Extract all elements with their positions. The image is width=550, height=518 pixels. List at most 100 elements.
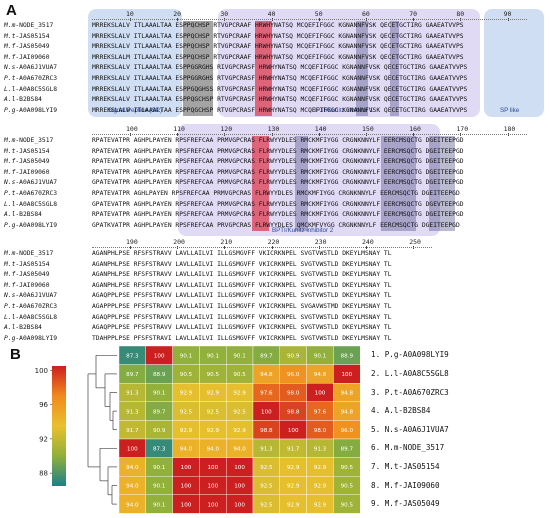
- sequence-id: -A0A098LYI9: [15, 221, 58, 229]
- heatmap-row-label: 5. N.s-A0A6J1VUA7: [371, 424, 449, 434]
- heatmap-cell-value: 94.8: [260, 372, 273, 378]
- heatmap-cell-value: 100: [127, 447, 138, 453]
- sequence-residues: RPATEVATPR AGHPLPAYEN RPSFREFCAA PRMVGPC…: [92, 147, 464, 155]
- legend-tick-label: 96: [39, 401, 48, 409]
- sequence-name: M.f-JAS05049: [4, 158, 50, 165]
- heatmap-cell-value: 92.9: [287, 502, 300, 508]
- ruler-tick-label: 220: [267, 238, 280, 246]
- ruler-tick-label: 20: [173, 10, 182, 18]
- sequence-name: A.l-B2BS84: [4, 96, 42, 103]
- heatmap-row-label: 6. M.m-NODE_3517: [371, 443, 445, 453]
- sequence-id: -JAI09060: [15, 53, 50, 61]
- species-abbrev: M.f: [4, 43, 16, 51]
- ruler-dots: [92, 247, 433, 249]
- heatmap-cell-value: 90.9: [153, 428, 166, 434]
- sequence-name: M.f-JAS05049: [4, 43, 50, 50]
- heatmap-cell-value: 94.0: [233, 447, 246, 453]
- sequence-residues: AGANPHLPSE RFSFSTRAVV LAVLLAILVI ILLGSMG…: [92, 281, 392, 289]
- ruler-tick-label: 70: [409, 10, 418, 18]
- bpti-kunitz-2-region: [178, 124, 440, 236]
- sequence-residues: AGAPPPLPSE PFSFSTRAVV LAVLLAILVI ILLGSMG…: [92, 303, 392, 310]
- heatmap-cell-value: 98.8: [260, 428, 273, 434]
- species-abbrev: P.t: [4, 190, 16, 197]
- species-abbrev: P.t: [4, 75, 16, 82]
- heatmap-row-label: 4. A.l-B2BS84: [371, 406, 431, 416]
- sequence-residues: RPATEVATPR AGHPLPAYEN RPSFREFCAA PRMVGPC…: [92, 137, 464, 144]
- sequence-residues: AGANPHLPSE RFSFSTRAVV LAVLLAILVI ILLGSMG…: [92, 260, 392, 268]
- species-abbrev: M.t: [4, 260, 16, 268]
- heatmap-cell-value: 90.5: [341, 465, 354, 471]
- heatmap-cell-value: 92.9: [314, 465, 327, 471]
- ruler-tick-label: 170: [456, 125, 469, 133]
- ruler-tick-label: 120: [220, 125, 233, 133]
- sequence-residues: AGAQPPLPSE PFSFSTRAVV LAVLLAILVI ILLGSMG…: [92, 292, 392, 300]
- heatmap-cell-value: 91.3: [126, 409, 139, 415]
- legend-tick-label: 88: [39, 470, 48, 478]
- sequence-name: P.g-A0A098LYI9: [4, 222, 57, 229]
- ruler-tick-label: 250: [409, 238, 421, 246]
- species-abbrev: M.t: [4, 32, 16, 40]
- heatmap-cell-value: 97.6: [314, 409, 327, 415]
- sequence-name: M.t-JAS05154: [4, 33, 50, 40]
- heatmap-cell-value: 92.9: [207, 428, 220, 434]
- heatmap-cell-value: 90.1: [207, 354, 220, 360]
- sequence-id: -NODE_3517: [15, 137, 54, 144]
- ruler-tick-label: 230: [314, 238, 327, 246]
- heatmap-cell-value: 90.1: [314, 354, 327, 360]
- bpti-kunitz-1-label: BPTI/Kunitz inhibitor 1: [312, 107, 374, 114]
- heatmap-cell-value: 90.9: [287, 354, 300, 360]
- species-abbrev: P.g: [4, 334, 16, 342]
- sequence-name: L.l-A0A8C5SGL8: [4, 314, 57, 321]
- species-abbrev: N.s: [4, 179, 16, 187]
- sequence-name: A.l-B2BS84: [4, 211, 42, 218]
- heatmap-cell-value: 92.9: [287, 484, 300, 490]
- sequence-id: -A0A8C5SGL8: [15, 313, 58, 321]
- ruler-tick-label: 190: [126, 238, 138, 246]
- heatmap-cell-value: 94.0: [180, 447, 193, 453]
- sequence-name: M.t-JAS05154: [4, 261, 50, 268]
- sequence-id: -JAS05154: [15, 147, 50, 155]
- heatmap-cell-value: 90.5: [341, 484, 354, 490]
- sequence-id: -A0A670ZRC3: [15, 303, 58, 310]
- heatmap-cell-value: 87.3: [126, 354, 139, 360]
- signal-peptide-region: [88, 9, 182, 117]
- heatmap-cell-value: 94.8: [314, 372, 327, 378]
- species-abbrev: M.m: [4, 137, 16, 144]
- species-abbrev: M.f: [4, 281, 16, 289]
- sequence-id: -A0A6J1VUA7: [15, 292, 58, 300]
- motif-box: [355, 21, 369, 117]
- heatmap-cell-value: 90.1: [153, 465, 166, 471]
- identity-heatmap: 100 96 92 88 87.3 100 90.1 90.1 90.1 89.7 90.9 90.1…: [35, 345, 361, 518]
- sequence-residues: MRREKSLALV ITLAAALTAA ESPPQCHSP RTVGPCRA…: [92, 43, 464, 51]
- sequence-residues: AGAQPPLPSE PFSFSTRAVV LAVLLAILVI ILLGSMG…: [92, 324, 392, 332]
- sequence-residues: GPATEVATPR AGHPLPAYEN RPSFREFCAA PRMVGPC…: [92, 179, 464, 187]
- heatmap-cell-value: 100: [288, 428, 299, 434]
- heatmap-cell-value: 100: [234, 484, 245, 490]
- heatmap-cell-value: 92.5: [260, 502, 273, 508]
- legend-colorbar: [52, 366, 66, 486]
- heatmap-cell-value: 92.9: [314, 484, 327, 490]
- species-abbrev: M.f: [4, 271, 16, 279]
- heatmap-cell-value: 90.5: [180, 372, 193, 378]
- ruler-tick-label: 100: [126, 125, 138, 133]
- species-abbrev: L.l: [4, 313, 16, 321]
- heatmap-row-label: 7. M.t-JAS05154: [371, 461, 440, 471]
- ruler-tick-label: 140: [314, 125, 327, 133]
- species-abbrev: M.f: [4, 53, 16, 61]
- species-abbrev: M.f: [4, 158, 16, 166]
- heatmap-cell-value: 98.0: [314, 428, 327, 434]
- heatmap-cell-value: 96.0: [341, 428, 354, 434]
- heatmap-cell-value: 90.5: [233, 372, 246, 378]
- heatmap-cell-value: 98.8: [287, 409, 300, 415]
- heatmap-cell-value: 91.7: [126, 428, 139, 434]
- heatmap-cell-value: 91.3: [126, 391, 139, 397]
- heatmap-cell-value: 92.9: [287, 465, 300, 471]
- sequence-name: M.f-JAS05049: [4, 271, 50, 278]
- sequence-name: L.l-A0A8C5SGL8: [4, 201, 57, 208]
- heatmap-cell-value: 92.9: [314, 502, 327, 508]
- heatmap-cell-value: 92.5: [260, 484, 273, 490]
- ruler-tick-label: 40: [267, 10, 276, 18]
- sequence-name: P.g-A0A098LYI9: [4, 107, 57, 114]
- heatmap-cell-value: 88.9: [153, 372, 166, 378]
- sequence-residues: RPATEVATPR AGHPLPAYEN RPSFREFCAA PRMVGPC…: [92, 158, 464, 166]
